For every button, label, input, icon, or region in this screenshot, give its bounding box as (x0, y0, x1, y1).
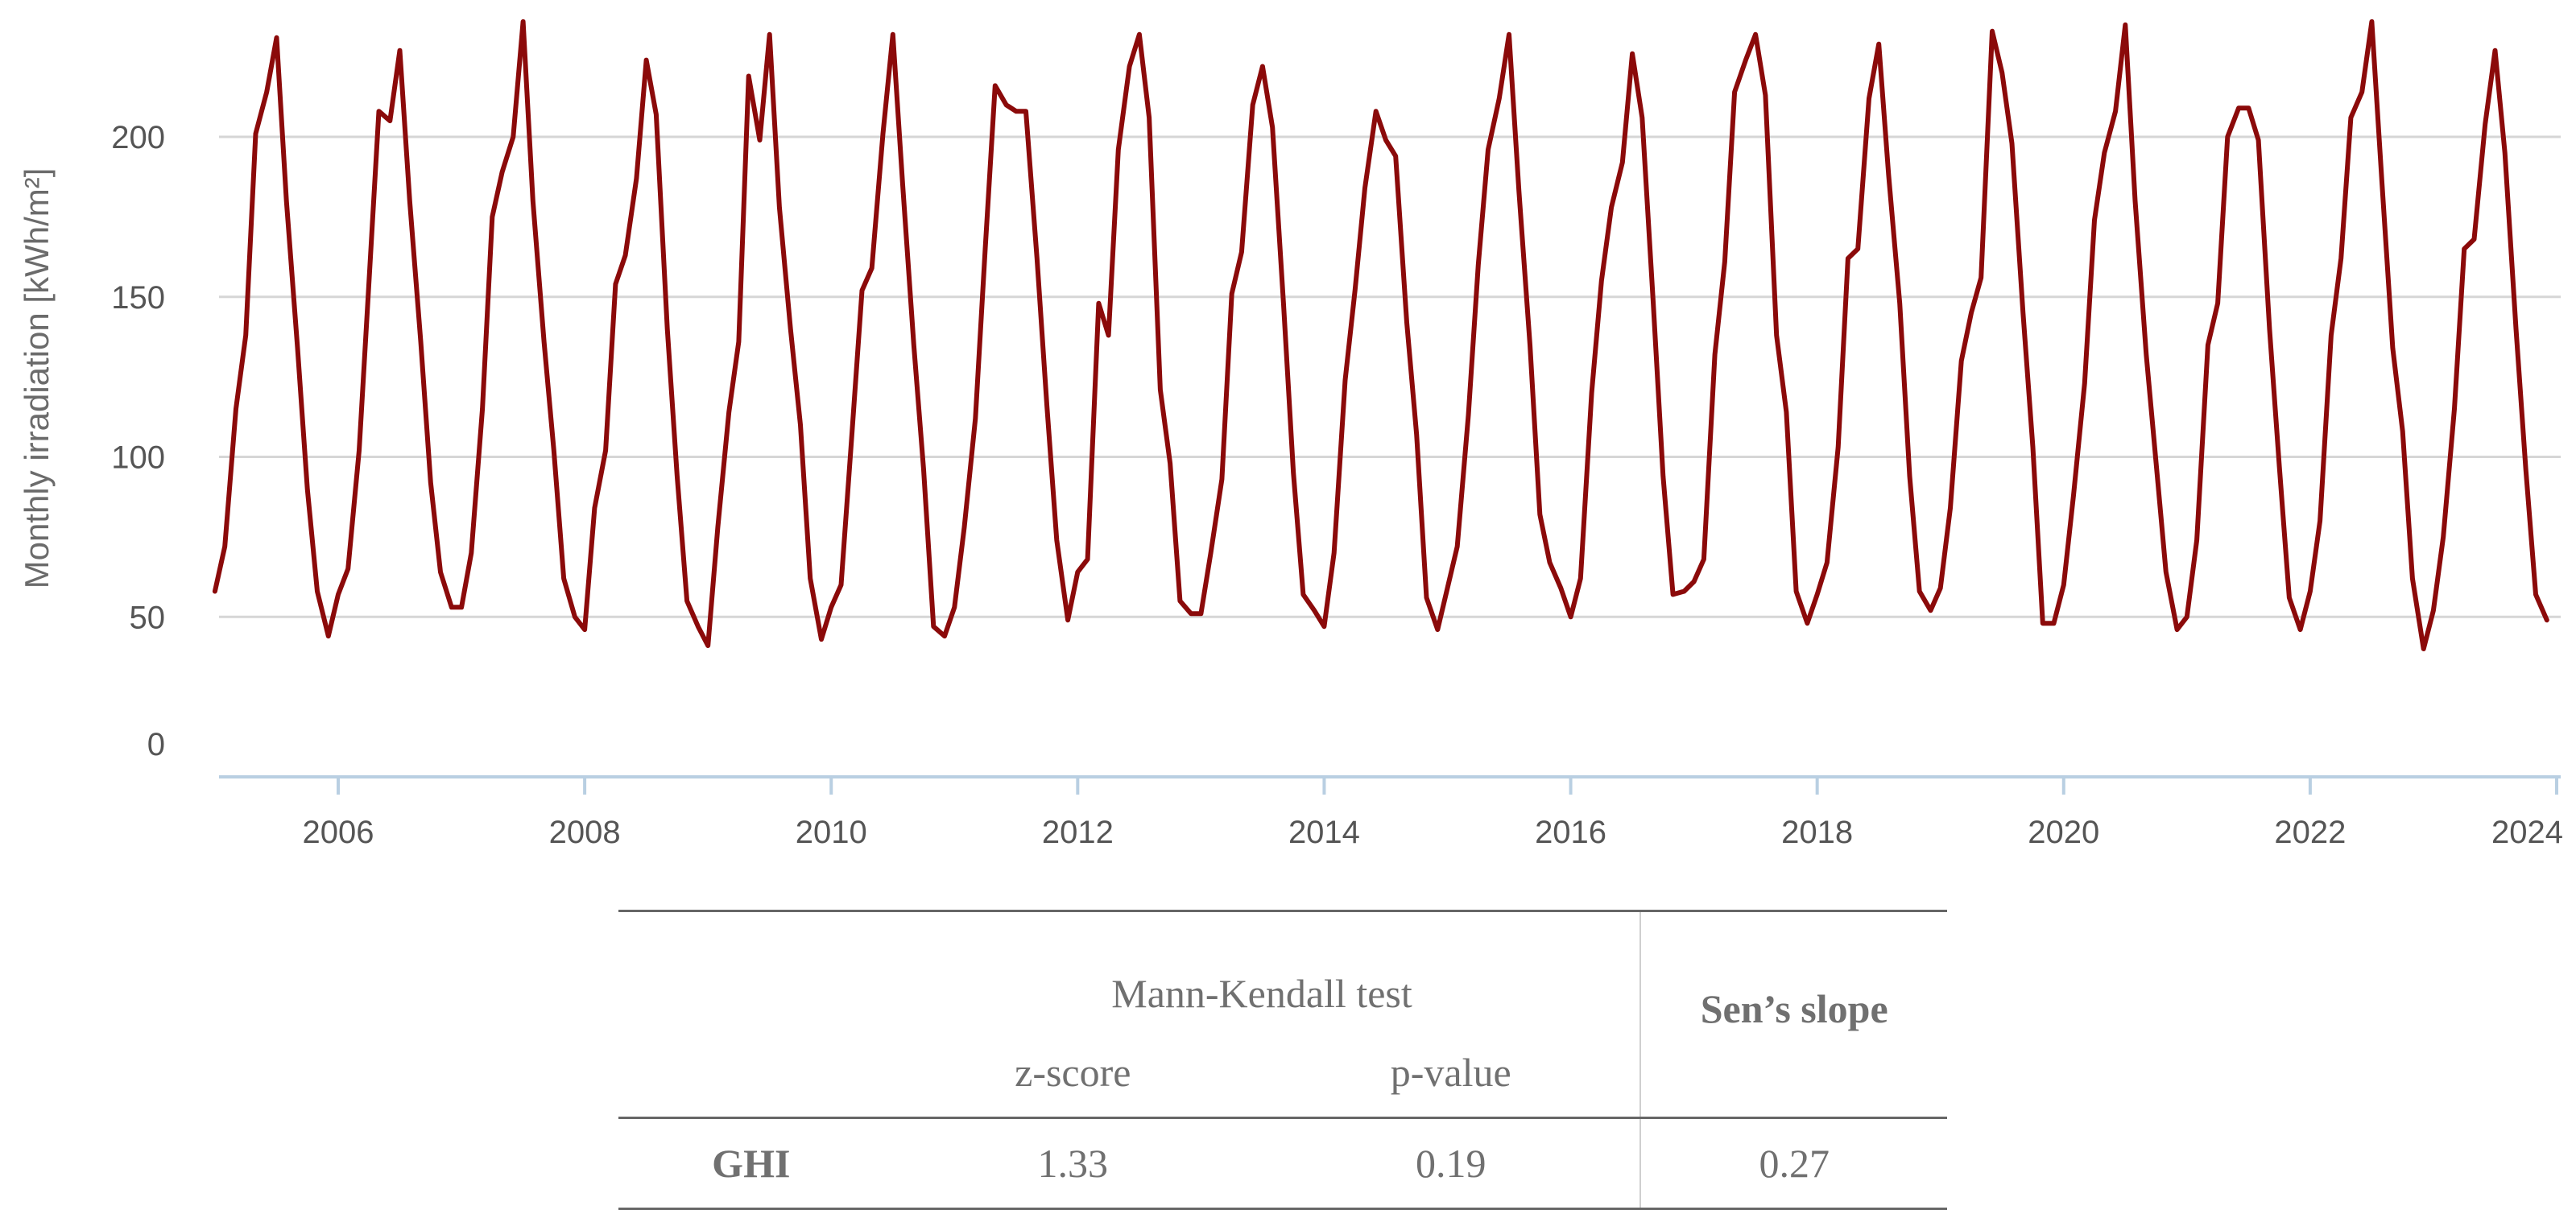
x-tick-label-2014: 2014 (1288, 815, 1360, 850)
p-value-header: p-value (1262, 1028, 1641, 1119)
mann-kendall-header: Mann-Kendall test (883, 910, 1641, 1028)
y-axis-label: Monthly irradiation [kWh/m²] (18, 168, 56, 589)
x-tick-labels: 2006 2008 2010 2012 2014 2016 2018 2020 2022 2024 (303, 815, 2563, 850)
cell-p-value: 0.19 (1262, 1117, 1641, 1210)
x-tick-label-2010: 2010 (796, 815, 867, 850)
series-line-monthly-irradiation (212, 19, 2549, 651)
y-tick-label-50: 50 (130, 600, 166, 635)
z-score-header: z-score (883, 1028, 1262, 1119)
x-tick-label-2022: 2022 (2274, 815, 2346, 850)
row-label-ghi: GHI (618, 1117, 884, 1210)
cell-z-score: 1.33 (883, 1117, 1262, 1210)
irradiation-line-chart: 0 50 100 150 200 2006 2008 2010 2012 2014 2016 201… (18, 19, 2563, 850)
y-tick-label-100: 100 (111, 440, 165, 476)
stats-table-container: Mann-Kendall test Sen’s slope z-score p-… (618, 910, 1947, 1210)
sens-slope-header: Sen’s slope (1639, 910, 1947, 1118)
x-tick-label-2012: 2012 (1042, 815, 1114, 850)
y-tick-label-200: 200 (111, 120, 165, 155)
y-tick-label-150: 150 (111, 280, 165, 316)
table-row: GHI 1.33 0.19 0.27 (618, 1117, 1947, 1210)
cell-sens-slope: 0.27 (1639, 1117, 1947, 1210)
y-tick-label-0: 0 (147, 727, 165, 762)
x-tick-label-2008: 2008 (549, 815, 621, 850)
table-empty-corner (618, 910, 884, 1028)
table-empty-sub (618, 1028, 884, 1119)
y-tick-labels: 0 50 100 150 200 (111, 120, 165, 762)
x-tick-label-2018: 2018 (1781, 815, 1853, 850)
x-axis (219, 775, 2561, 795)
x-tick-label-2016: 2016 (1535, 815, 1606, 850)
x-tick-label-2024: 2024 (2491, 815, 2563, 850)
x-tick-label-2020: 2020 (2028, 815, 2099, 850)
x-tick-label-2006: 2006 (303, 815, 374, 850)
trend-statistics-table: Mann-Kendall test Sen’s slope z-score p-… (618, 910, 1947, 1210)
grid-lines (219, 135, 2561, 618)
